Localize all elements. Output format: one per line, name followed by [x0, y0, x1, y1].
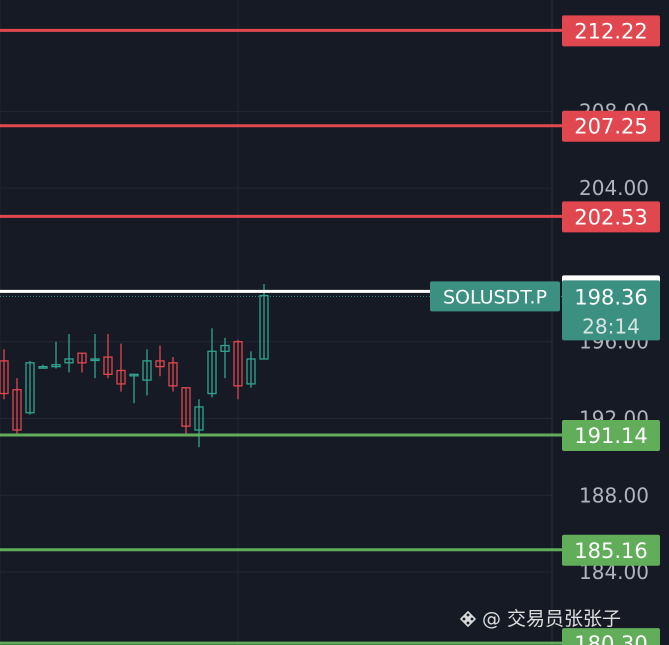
level-tag-box	[562, 419, 660, 451]
candle	[77, 352, 87, 373]
candle	[64, 334, 74, 373]
y-tick-label: 188.00	[579, 483, 649, 507]
symbol-label: SOLUSDT.P	[443, 286, 547, 308]
level-tag-resistance: 207.25	[562, 110, 660, 142]
candle	[155, 345, 165, 377]
candle	[207, 328, 217, 398]
candle-body	[64, 358, 74, 364]
candle-body	[181, 387, 191, 427]
candle-body	[246, 358, 256, 385]
candle	[142, 349, 152, 396]
candle-body	[25, 362, 35, 414]
diamond-logo-icon	[460, 611, 476, 627]
candle-body	[51, 364, 61, 368]
candle-body	[207, 350, 217, 395]
level-price-tags: 212.22 207.25 202.53 191.14 185.16 180.30	[562, 15, 660, 645]
level-tag-support: 185.16	[562, 534, 660, 566]
candle-body	[38, 366, 48, 369]
level-tag-label: 202.53	[574, 205, 647, 229]
watermark-text: @ 交易员张张子	[482, 608, 622, 630]
candle-body	[259, 294, 269, 360]
candle-body	[168, 362, 178, 387]
candle	[0, 349, 9, 400]
candle-body	[77, 352, 87, 364]
candle-body	[142, 360, 152, 381]
candle	[90, 334, 100, 379]
horizontal-levels[interactable]	[0, 28, 562, 645]
candle-body	[103, 356, 113, 375]
level-tag-resistance: 212.22	[562, 15, 660, 47]
level-tag-box	[562, 15, 660, 47]
candle	[233, 339, 243, 400]
level-tag-box	[562, 201, 660, 233]
level-tag-resistance: 202.53	[562, 201, 660, 233]
level-tag-label: 185.16	[574, 539, 647, 563]
candle-body	[116, 369, 126, 385]
candle-body	[194, 406, 204, 431]
last-price-label: 198.36	[574, 285, 647, 309]
level-tag-support: 191.14	[562, 419, 660, 451]
candle	[116, 343, 126, 392]
candle	[129, 373, 139, 404]
level-tag-support: 180.30	[562, 628, 660, 645]
level-tag-box	[562, 110, 660, 142]
level-tag-box	[562, 628, 660, 645]
candle-body	[129, 373, 139, 377]
candles	[0, 284, 269, 448]
last-price-box	[562, 280, 660, 341]
level-tag-label: 212.22	[574, 19, 647, 43]
level-tag-label: 207.25	[574, 115, 647, 139]
watermark: @ 交易员张张子	[460, 604, 621, 631]
countdown-label: 28:14	[582, 314, 640, 338]
candle-body	[90, 358, 100, 362]
candle	[12, 378, 22, 434]
candle	[38, 364, 48, 369]
last-price-tag: SOLUSDT.P 198.36 28:14	[430, 280, 660, 341]
level-tag-box	[562, 534, 660, 566]
candle	[220, 337, 230, 379]
candle	[51, 341, 61, 369]
y-tick-label: 204.00	[579, 176, 649, 200]
candle-body	[155, 360, 165, 368]
candle	[25, 360, 35, 415]
candle-body	[12, 389, 22, 431]
level-tag-label: 180.30	[574, 632, 647, 645]
candle	[181, 387, 191, 436]
candle-body	[233, 341, 243, 387]
symbol-tag-box	[430, 281, 560, 312]
candle-body	[0, 360, 9, 395]
candle	[246, 351, 256, 388]
level-tag-label: 191.14	[574, 424, 647, 448]
candle	[194, 399, 204, 448]
candle	[168, 357, 178, 392]
candle-body	[220, 344, 230, 352]
candle	[103, 334, 113, 379]
